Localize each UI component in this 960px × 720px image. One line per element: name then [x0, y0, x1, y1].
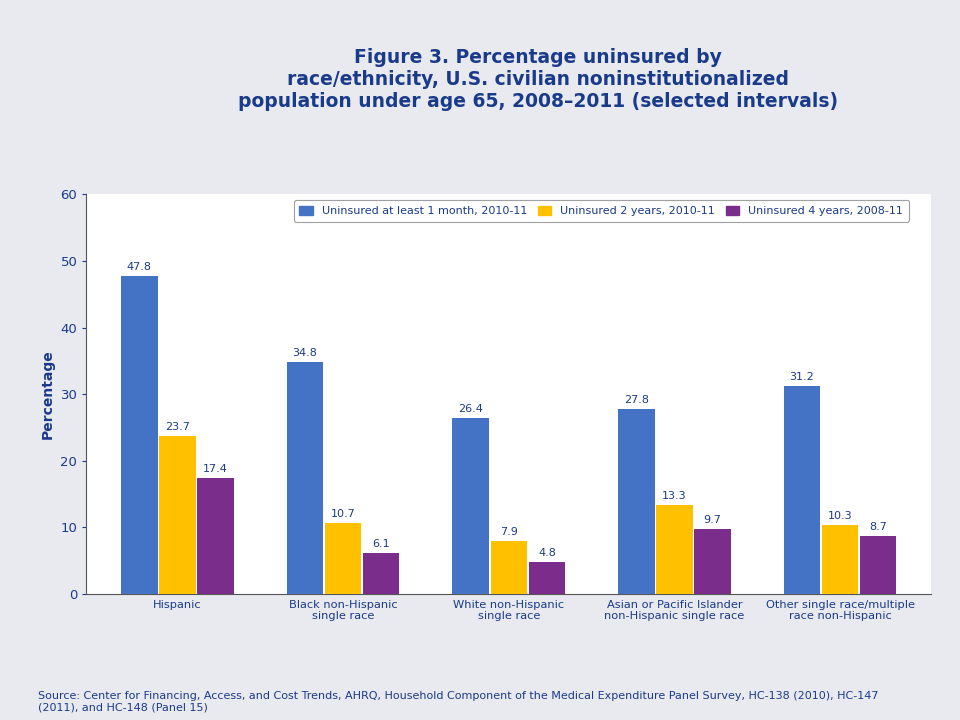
Bar [860, 536, 897, 594]
Bar [529, 562, 565, 594]
Text: 4.8: 4.8 [538, 548, 556, 558]
Bar [363, 554, 399, 594]
Text: 6.1: 6.1 [372, 539, 390, 549]
Text: Figure 3. Percentage uninsured by
race/ethnicity, U.S. civilian noninstitutional: Figure 3. Percentage uninsured by race/e… [237, 48, 838, 111]
Text: 17.4: 17.4 [204, 464, 228, 474]
Text: 10.7: 10.7 [331, 509, 355, 518]
Text: Source: Center for Financing, Access, and Cost Trends, AHRQ, Household Component: Source: Center for Financing, Access, an… [38, 691, 879, 713]
Bar [198, 478, 234, 594]
Text: 47.8: 47.8 [127, 261, 152, 271]
Bar [121, 276, 157, 594]
Bar [618, 409, 655, 594]
Bar [491, 541, 527, 594]
Bar [694, 529, 731, 594]
Text: 13.3: 13.3 [662, 492, 686, 501]
Legend: Uninsured at least 1 month, 2010-11, Uninsured 2 years, 2010-11, Uninsured 4 yea: Uninsured at least 1 month, 2010-11, Uni… [294, 200, 909, 222]
Text: 26.4: 26.4 [458, 404, 483, 414]
Bar [783, 386, 820, 594]
Text: 31.2: 31.2 [790, 372, 814, 382]
Text: 8.7: 8.7 [869, 522, 887, 532]
Bar [159, 436, 196, 594]
Text: 34.8: 34.8 [293, 348, 318, 359]
Text: 7.9: 7.9 [500, 527, 517, 537]
Bar [287, 362, 324, 594]
Text: 9.7: 9.7 [704, 516, 722, 526]
Y-axis label: Percentage: Percentage [41, 349, 55, 439]
Text: 23.7: 23.7 [165, 422, 190, 432]
Text: 27.8: 27.8 [624, 395, 649, 405]
Bar [657, 505, 693, 594]
Bar [822, 526, 858, 594]
Text: 10.3: 10.3 [828, 511, 852, 521]
Bar [324, 523, 361, 594]
Bar [452, 418, 489, 594]
